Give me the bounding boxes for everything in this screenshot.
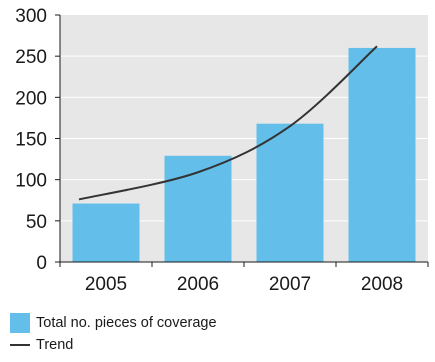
y-tick-label: 200 <box>15 88 47 109</box>
legend-item-trend: Trend <box>10 334 217 356</box>
x-tick-label: 2006 <box>177 274 219 295</box>
bar-2007 <box>256 123 324 263</box>
y-tick-label: 300 <box>15 6 47 27</box>
y-tick-label: 250 <box>15 47 47 68</box>
legend-swatch-trend <box>10 344 30 346</box>
y-tick-label: 150 <box>15 130 47 151</box>
x-axis-ticks: 2005 2006 2007 2008 <box>59 262 429 295</box>
x-tick-label: 2007 <box>269 274 311 295</box>
legend: Total no. pieces of coverage Trend <box>10 312 217 356</box>
trend-line <box>78 45 378 201</box>
y-tick-label: 50 <box>26 212 47 233</box>
x-tick-label: 2008 <box>361 274 403 295</box>
legend-label-trend: Trend <box>36 337 74 353</box>
legend-swatch-bars <box>10 313 30 333</box>
bars <box>72 47 416 263</box>
chart: 0 50 100 150 200 250 300 2005 2006 2007 2008 <box>15 6 429 295</box>
y-axis-ticks: 0 50 100 150 200 250 300 <box>15 6 60 274</box>
bar-2008 <box>348 47 416 262</box>
bar-2005 <box>72 203 140 262</box>
y-tick-label: 100 <box>15 171 47 192</box>
legend-label-bars: Total no. pieces of coverage <box>36 315 217 331</box>
legend-item-bars: Total no. pieces of coverage <box>10 312 217 334</box>
y-tick-label: 0 <box>36 253 47 274</box>
x-tick-label: 2005 <box>85 274 127 295</box>
bar-2006 <box>164 155 232 262</box>
